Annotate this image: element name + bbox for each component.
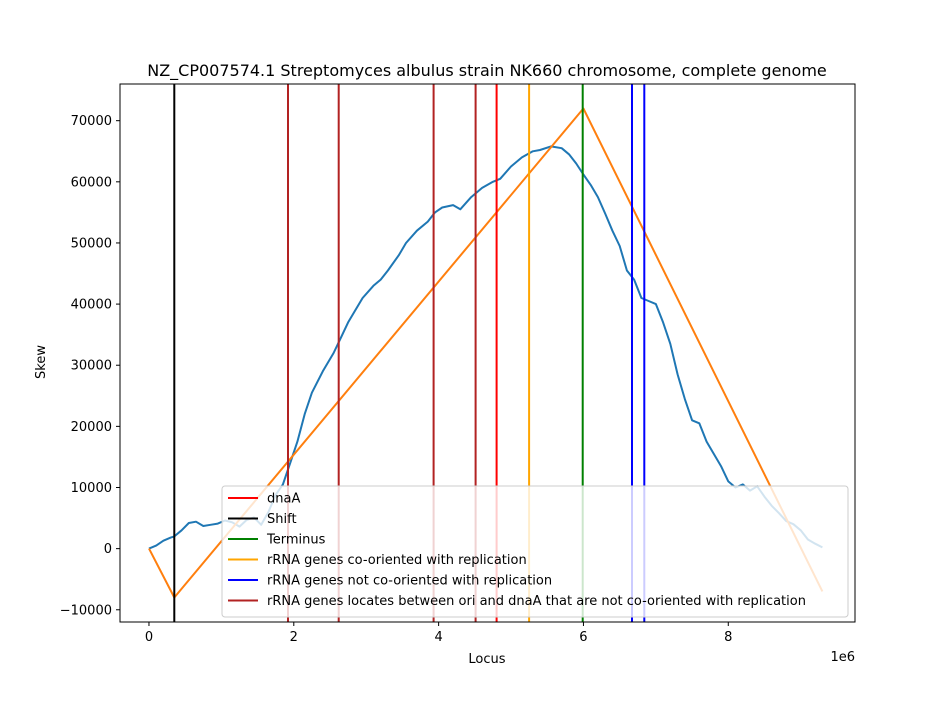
axes-frame bbox=[119, 83, 856, 623]
legend: dnaA Shift Terminus rRNA genes co-oriented … bbox=[221, 485, 849, 618]
x-tick-label: 4 bbox=[434, 630, 442, 645]
x-tick-label: 8 bbox=[724, 630, 732, 645]
legend-label: Shift bbox=[267, 512, 297, 527]
y-tick-label: 70000 bbox=[71, 114, 112, 129]
y-tick-label: 0 bbox=[104, 542, 112, 557]
x-tick-label: 6 bbox=[579, 630, 587, 645]
y-tick-label: 20000 bbox=[71, 420, 112, 435]
fit-series-line bbox=[148, 107, 824, 599]
y-tick-label: 40000 bbox=[71, 298, 112, 313]
y-axis-label: Skew bbox=[34, 345, 49, 379]
y-tick-label: 10000 bbox=[71, 481, 112, 496]
x-tick-label: 0 bbox=[145, 630, 153, 645]
axes: 0 2 4 6 8 −10000 0 10000 20000 30000 40000 50000 600… bbox=[60, 83, 856, 645]
legend-label: rRNA genes co-oriented with replication bbox=[267, 553, 527, 568]
legend-label: Terminus bbox=[266, 533, 326, 548]
legend-label: dnaA bbox=[267, 492, 300, 507]
y-tick-label: 50000 bbox=[71, 236, 112, 251]
x-axis-offset-label: 1e6 bbox=[830, 650, 855, 665]
chart-title: NZ_CP007574.1 Streptomyces albulus strai… bbox=[147, 61, 827, 81]
legend-label: rRNA genes locates between ori and dnaA … bbox=[267, 594, 806, 609]
legend-box bbox=[221, 485, 849, 618]
legend-label: rRNA genes not co-oriented with replicat… bbox=[267, 574, 552, 589]
y-tick-label: −10000 bbox=[60, 603, 112, 618]
x-axis-label: Locus bbox=[468, 652, 505, 667]
y-tick-label: 30000 bbox=[71, 359, 112, 374]
y-tick-label: 60000 bbox=[71, 175, 112, 190]
x-tick-label: 2 bbox=[290, 630, 298, 645]
